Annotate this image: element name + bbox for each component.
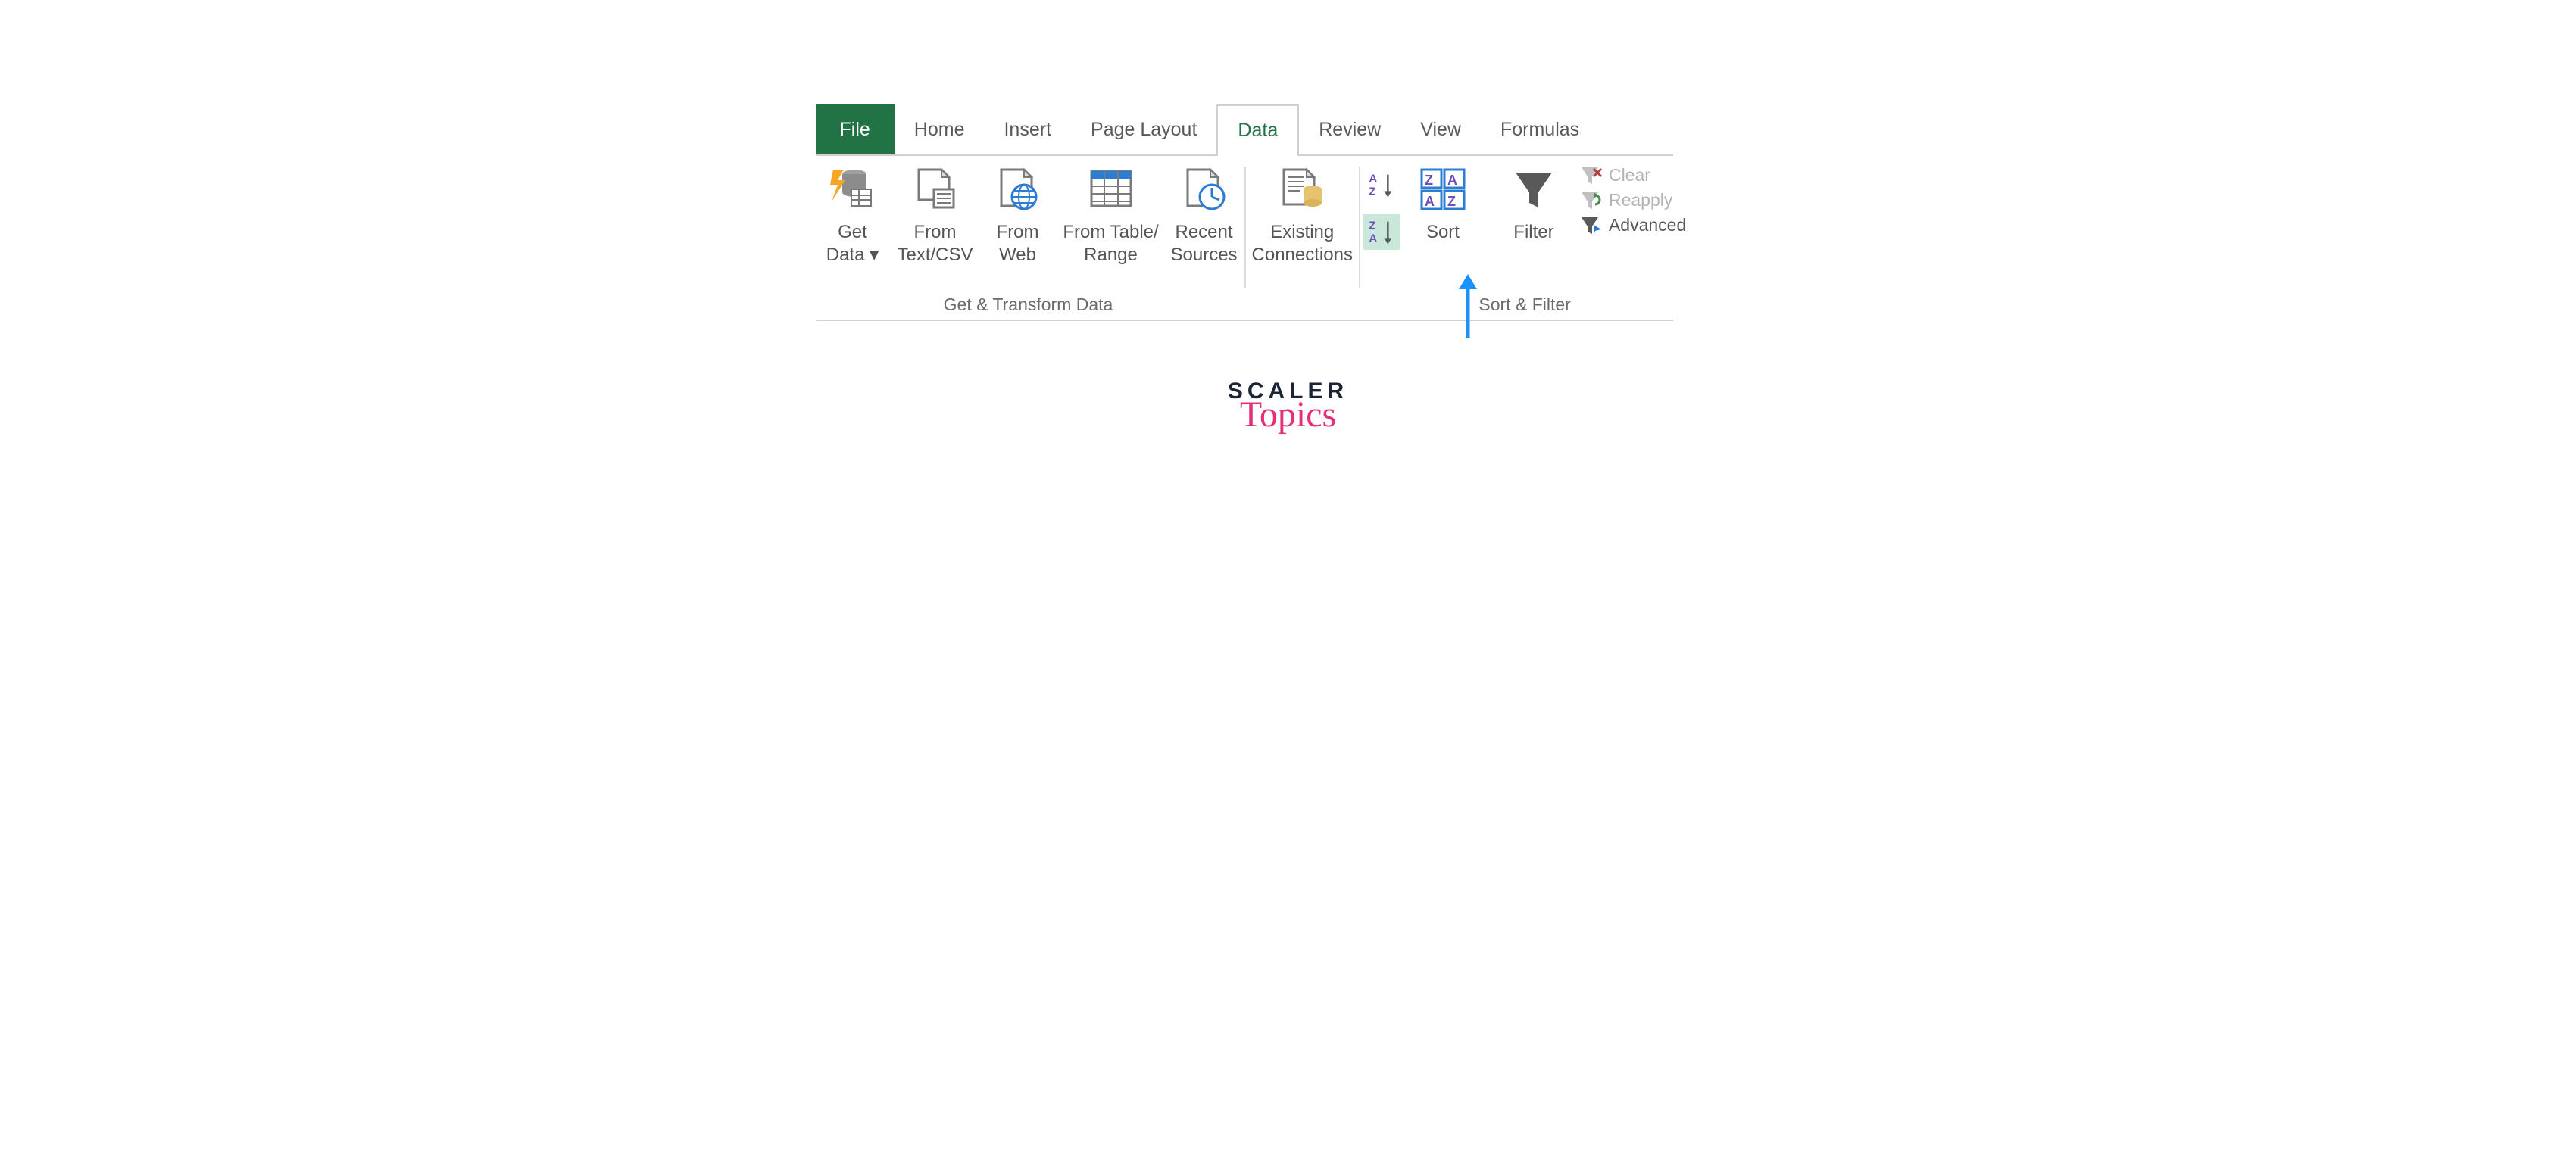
tab-view[interactable]: View: [1400, 104, 1481, 154]
from-text-csv-label: From Text/CSV: [898, 221, 973, 267]
recent-sources-icon: [1179, 164, 1230, 215]
ribbon-body: Get Data ▾ From Text/CSV: [816, 156, 1673, 321]
sort-label: Sort: [1426, 221, 1460, 244]
sort-icon: Z A A Z: [1417, 164, 1469, 215]
tab-review[interactable]: Review: [1299, 104, 1400, 154]
group-sort-filter: A Z Z A: [1363, 156, 1686, 320]
group-sort-filter-label: Sort & Filter: [1363, 295, 1686, 320]
tab-data[interactable]: Data: [1216, 104, 1299, 156]
watermark-line2: Topics: [705, 394, 1872, 435]
get-data-button[interactable]: Get Data ▾: [816, 164, 890, 267]
get-data-icon: [827, 164, 879, 215]
filter-label: Filter: [1513, 221, 1553, 244]
tab-insert[interactable]: Insert: [984, 104, 1071, 154]
svg-text:A: A: [1369, 232, 1377, 245]
advanced-filter-button[interactable]: Advanced: [1580, 215, 1686, 235]
tab-view-label: View: [1420, 119, 1461, 141]
recent-sources-button[interactable]: Recent Sources: [1167, 164, 1241, 267]
tab-home-label: Home: [914, 119, 965, 141]
tab-insert-label: Insert: [1004, 119, 1051, 141]
group-queries: Existing Connections: [1249, 156, 1356, 320]
from-text-csv-button[interactable]: From Text/CSV: [895, 164, 976, 267]
tab-page-layout-label: Page Layout: [1091, 119, 1197, 141]
svg-text:Z: Z: [1369, 220, 1375, 232]
svg-text:Z: Z: [1447, 194, 1456, 209]
svg-text:A: A: [1447, 173, 1457, 188]
tab-formulas-label: Formulas: [1500, 119, 1579, 141]
clear-filter-icon: [1580, 166, 1603, 186]
from-table-range-button[interactable]: From Table/ Range: [1060, 164, 1163, 267]
filter-button[interactable]: Filter: [1497, 164, 1571, 244]
sort-descending-icon: Z A: [1366, 217, 1397, 247]
group-queries-label: [1249, 295, 1356, 320]
tab-data-label: Data: [1238, 120, 1278, 142]
from-web-button[interactable]: From Web: [981, 164, 1055, 267]
reapply-filter-label: Reapply: [1609, 190, 1672, 210]
group-get-transform-data: Get Data ▾ From Text/CSV: [816, 156, 1241, 320]
from-table-range-icon: [1085, 164, 1137, 215]
ribbon-tabs: File Home Insert Page Layout Data Review…: [816, 104, 1673, 156]
tab-page-layout[interactable]: Page Layout: [1071, 104, 1216, 154]
existing-connections-button[interactable]: Existing Connections: [1249, 164, 1356, 267]
watermark: SCALER Topics: [705, 379, 1872, 435]
group-separator: [1244, 167, 1246, 288]
from-table-range-label: From Table/ Range: [1063, 221, 1158, 267]
sort-ascending-button[interactable]: A Z: [1363, 167, 1400, 203]
reapply-filter-icon: [1580, 191, 1603, 210]
clear-filter-label: Clear: [1609, 165, 1650, 186]
tab-review-label: Review: [1319, 119, 1381, 141]
clear-filter-button[interactable]: Clear: [1580, 165, 1686, 186]
sort-ascending-icon: A Z: [1366, 170, 1397, 200]
tab-file[interactable]: File: [816, 104, 895, 154]
tab-home[interactable]: Home: [895, 104, 985, 154]
existing-connections-label: Existing Connections: [1252, 221, 1353, 267]
tab-formulas[interactable]: Formulas: [1481, 104, 1599, 154]
recent-sources-label: Recent Sources: [1171, 221, 1238, 267]
reapply-filter-button[interactable]: Reapply: [1580, 190, 1686, 210]
existing-connections-icon: [1276, 164, 1328, 215]
sort-button[interactable]: Z A A Z Sort: [1406, 164, 1480, 244]
from-text-csv-icon: [910, 164, 961, 215]
svg-text:A: A: [1425, 194, 1435, 209]
svg-text:Z: Z: [1425, 173, 1433, 188]
svg-text:A: A: [1369, 173, 1377, 186]
filter-icon: [1508, 164, 1560, 215]
group-get-transform-label: Get & Transform Data: [816, 295, 1241, 320]
from-web-icon: [992, 164, 1044, 215]
svg-text:Z: Z: [1369, 185, 1375, 198]
group-separator-2: [1359, 167, 1360, 288]
advanced-filter-icon: [1580, 216, 1603, 235]
advanced-filter-label: Advanced: [1609, 215, 1686, 235]
sort-descending-button[interactable]: Z A: [1363, 214, 1400, 250]
get-data-label: Get Data ▾: [826, 221, 879, 267]
tab-file-label: File: [840, 119, 870, 141]
from-web-label: From Web: [997, 221, 1039, 267]
